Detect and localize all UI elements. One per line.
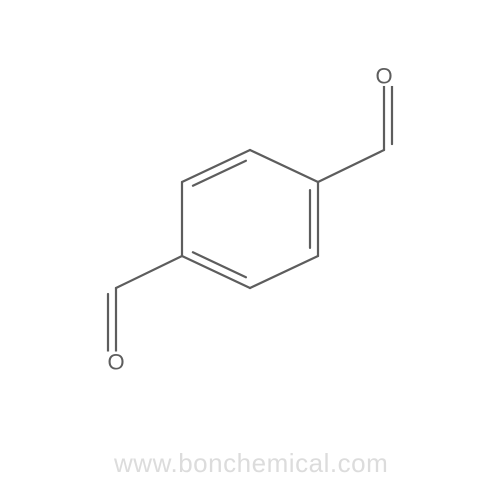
- molecule-canvas: OO www.bonchemical.com: [0, 0, 500, 500]
- bond-line: [250, 256, 318, 288]
- atom-labels-group: OO: [106, 64, 394, 375]
- bond-line: [182, 150, 250, 182]
- bond-line: [182, 256, 250, 288]
- bond-line: [250, 150, 318, 182]
- bond-line: [116, 256, 182, 288]
- oxygen-label: O: [375, 64, 392, 89]
- oxygen-label: O: [107, 350, 124, 375]
- watermark-text: www.bonchemical.com: [114, 448, 388, 479]
- bond-line: [318, 150, 384, 182]
- bonds-group: [108, 76, 392, 362]
- molecule-svg: OO: [0, 0, 500, 500]
